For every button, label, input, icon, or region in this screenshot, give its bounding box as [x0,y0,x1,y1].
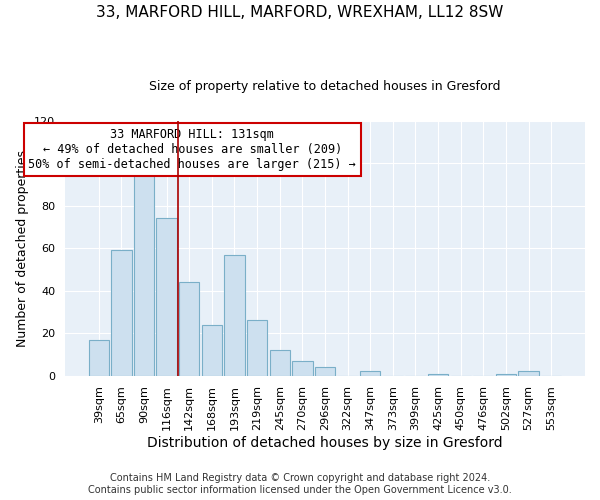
Bar [496,374,516,376]
Bar [518,372,539,376]
Text: Contains HM Land Registry data © Crown copyright and database right 2024.
Contai: Contains HM Land Registry data © Crown c… [88,474,512,495]
Bar [247,320,267,376]
Bar [134,168,154,376]
Bar [202,324,222,376]
Bar [157,218,177,376]
Bar [111,250,131,376]
Bar [292,361,313,376]
Bar [224,254,245,376]
Bar [89,340,109,376]
X-axis label: Distribution of detached houses by size in Gresford: Distribution of detached houses by size … [147,436,503,450]
Title: Size of property relative to detached houses in Gresford: Size of property relative to detached ho… [149,80,501,93]
Bar [315,367,335,376]
Text: 33, MARFORD HILL, MARFORD, WREXHAM, LL12 8SW: 33, MARFORD HILL, MARFORD, WREXHAM, LL12… [97,5,503,20]
Bar [360,372,380,376]
Bar [269,350,290,376]
Bar [179,282,199,376]
Bar [428,374,448,376]
Y-axis label: Number of detached properties: Number of detached properties [16,150,29,346]
Text: 33 MARFORD HILL: 131sqm
← 49% of detached houses are smaller (209)
50% of semi-d: 33 MARFORD HILL: 131sqm ← 49% of detache… [28,128,356,171]
